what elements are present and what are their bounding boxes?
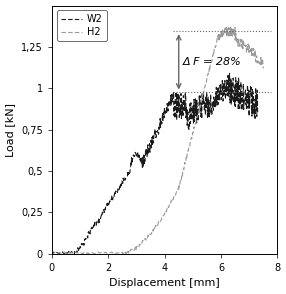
H2 (122, 252, 125, 255)
Legend: W2, H2: W2, H2 (57, 10, 107, 41)
H2 (50, 251, 53, 254)
W2 (228, 72, 231, 75)
W2 (50, 252, 53, 255)
Line: H2: H2 (52, 27, 263, 254)
H2 (108, 251, 111, 255)
W2 (188, 121, 192, 125)
H2 (225, 26, 229, 30)
H2 (233, 26, 237, 29)
H2 (262, 67, 265, 70)
W2 (73, 252, 76, 255)
W2 (218, 90, 221, 93)
Y-axis label: Load [kN]: Load [kN] (5, 103, 15, 157)
H2 (161, 215, 164, 218)
W2 (221, 97, 224, 101)
W2 (206, 113, 209, 116)
H2 (177, 185, 180, 188)
Line: W2: W2 (52, 74, 258, 254)
Text: Δ F = 28%: Δ F = 28% (183, 57, 242, 67)
H2 (225, 27, 228, 30)
W2 (256, 112, 259, 115)
W2 (190, 110, 194, 113)
W2 (234, 76, 237, 79)
X-axis label: Displacement [mm]: Displacement [mm] (109, 278, 220, 288)
H2 (214, 46, 217, 49)
